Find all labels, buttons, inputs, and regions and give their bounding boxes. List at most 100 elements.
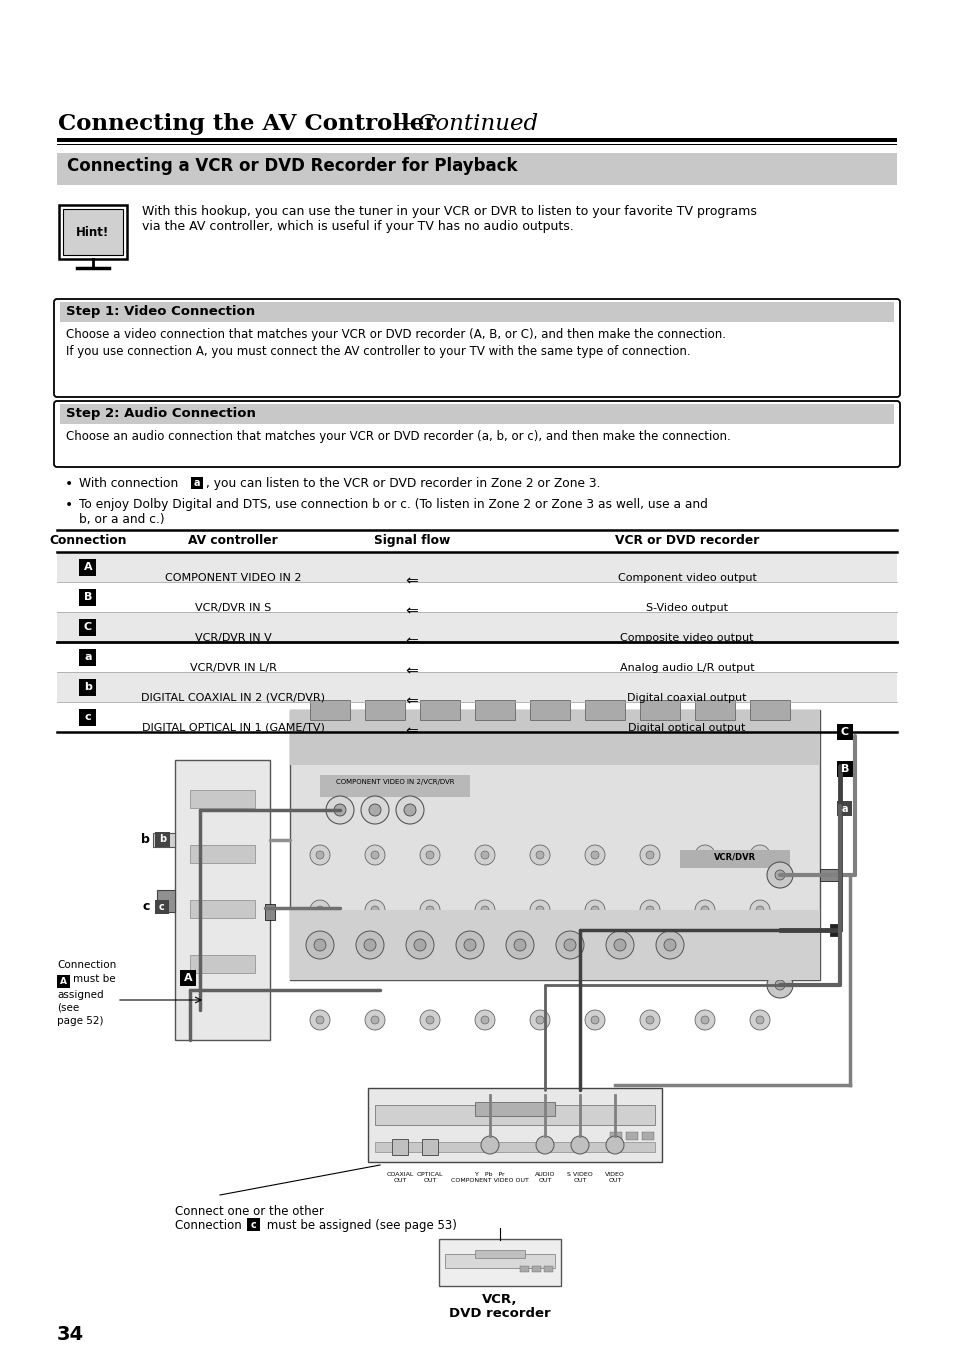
Circle shape bbox=[480, 961, 489, 969]
Circle shape bbox=[536, 1136, 554, 1154]
Bar bbox=[419, 700, 459, 720]
Bar bbox=[57, 671, 896, 703]
Circle shape bbox=[505, 931, 534, 959]
Bar bbox=[265, 904, 274, 920]
Text: 34: 34 bbox=[57, 1325, 84, 1344]
Bar bbox=[57, 612, 896, 642]
Circle shape bbox=[419, 844, 439, 865]
Circle shape bbox=[475, 1011, 495, 1029]
Text: VCR or DVD recorder: VCR or DVD recorder bbox=[614, 534, 759, 547]
Text: a: a bbox=[84, 653, 91, 662]
Text: b: b bbox=[159, 835, 166, 844]
Text: , you can listen to the VCR or DVD recorder in Zone 2 or Zone 3.: , you can listen to the VCR or DVD recor… bbox=[206, 477, 599, 490]
Circle shape bbox=[605, 931, 634, 959]
Circle shape bbox=[369, 804, 380, 816]
Circle shape bbox=[766, 862, 792, 888]
Bar bbox=[57, 582, 896, 612]
Bar bbox=[63, 209, 123, 255]
Bar bbox=[836, 801, 851, 816]
Circle shape bbox=[426, 907, 434, 915]
Bar bbox=[375, 1105, 655, 1125]
Text: Digital optical output: Digital optical output bbox=[628, 723, 745, 734]
Circle shape bbox=[556, 931, 583, 959]
Circle shape bbox=[645, 907, 654, 915]
Bar bbox=[475, 700, 515, 720]
Circle shape bbox=[584, 1011, 604, 1029]
Text: With this hookup, you can use the tuner in your VCR or DVR to listen to your fav: With this hookup, you can use the tuner … bbox=[142, 205, 756, 218]
Circle shape bbox=[755, 907, 763, 915]
Circle shape bbox=[426, 1016, 434, 1024]
Circle shape bbox=[755, 851, 763, 859]
Circle shape bbox=[639, 844, 659, 865]
Circle shape bbox=[315, 961, 324, 969]
Bar bbox=[190, 955, 254, 973]
Circle shape bbox=[749, 900, 769, 920]
Bar bbox=[421, 1139, 437, 1155]
Bar bbox=[543, 1266, 553, 1273]
Circle shape bbox=[695, 1011, 714, 1029]
Circle shape bbox=[590, 1016, 598, 1024]
Bar bbox=[154, 832, 170, 847]
Text: S VIDEO
OUT: S VIDEO OUT bbox=[566, 1173, 592, 1182]
Bar bbox=[190, 900, 254, 917]
Text: Component video output: Component video output bbox=[617, 573, 756, 584]
Text: Connect one or the other: Connect one or the other bbox=[174, 1205, 323, 1219]
Bar bbox=[695, 700, 734, 720]
Circle shape bbox=[645, 1016, 654, 1024]
Circle shape bbox=[774, 925, 784, 935]
Circle shape bbox=[310, 844, 330, 865]
Text: DVD recorder: DVD recorder bbox=[449, 1306, 550, 1320]
Bar bbox=[532, 1266, 540, 1273]
Circle shape bbox=[645, 961, 654, 969]
Circle shape bbox=[571, 1136, 588, 1154]
Circle shape bbox=[371, 961, 378, 969]
FancyBboxPatch shape bbox=[368, 1088, 661, 1162]
Circle shape bbox=[456, 931, 483, 959]
Bar bbox=[836, 724, 852, 740]
Circle shape bbox=[315, 851, 324, 859]
Circle shape bbox=[536, 851, 543, 859]
Circle shape bbox=[475, 955, 495, 975]
Text: Analog audio L/R output: Analog audio L/R output bbox=[619, 663, 754, 673]
Text: c: c bbox=[159, 902, 165, 912]
Bar bbox=[79, 589, 96, 605]
Circle shape bbox=[426, 851, 434, 859]
Circle shape bbox=[463, 939, 476, 951]
Circle shape bbox=[365, 844, 385, 865]
Bar bbox=[154, 900, 169, 915]
Bar bbox=[475, 1250, 524, 1258]
Text: VCR/DVR IN L/R: VCR/DVR IN L/R bbox=[190, 663, 276, 673]
Bar bbox=[79, 648, 96, 666]
Circle shape bbox=[395, 796, 423, 824]
Circle shape bbox=[656, 931, 683, 959]
Bar bbox=[530, 700, 569, 720]
Text: b: b bbox=[141, 834, 150, 846]
Bar bbox=[60, 404, 893, 424]
Circle shape bbox=[536, 907, 543, 915]
Bar bbox=[310, 700, 350, 720]
Bar bbox=[190, 790, 254, 808]
Circle shape bbox=[755, 1016, 763, 1024]
Text: (see: (see bbox=[57, 1002, 79, 1013]
Text: Connection: Connection bbox=[57, 961, 116, 970]
Text: c: c bbox=[143, 901, 150, 913]
FancyBboxPatch shape bbox=[54, 299, 899, 397]
Text: page 52): page 52) bbox=[57, 1016, 103, 1025]
Bar bbox=[190, 844, 254, 863]
Circle shape bbox=[695, 955, 714, 975]
Circle shape bbox=[749, 844, 769, 865]
Text: A: A bbox=[84, 562, 92, 571]
Text: A: A bbox=[60, 977, 67, 986]
FancyBboxPatch shape bbox=[438, 1239, 560, 1286]
Circle shape bbox=[314, 939, 326, 951]
Bar bbox=[375, 1142, 655, 1152]
Bar bbox=[519, 1266, 529, 1273]
Circle shape bbox=[480, 851, 489, 859]
Circle shape bbox=[371, 907, 378, 915]
Text: COMPONENT VIDEO IN 2/VCR/DVR: COMPONENT VIDEO IN 2/VCR/DVR bbox=[335, 780, 454, 785]
Bar bbox=[60, 303, 893, 322]
Circle shape bbox=[584, 955, 604, 975]
Circle shape bbox=[639, 1011, 659, 1029]
Bar bbox=[609, 1132, 621, 1140]
Circle shape bbox=[419, 1011, 439, 1029]
